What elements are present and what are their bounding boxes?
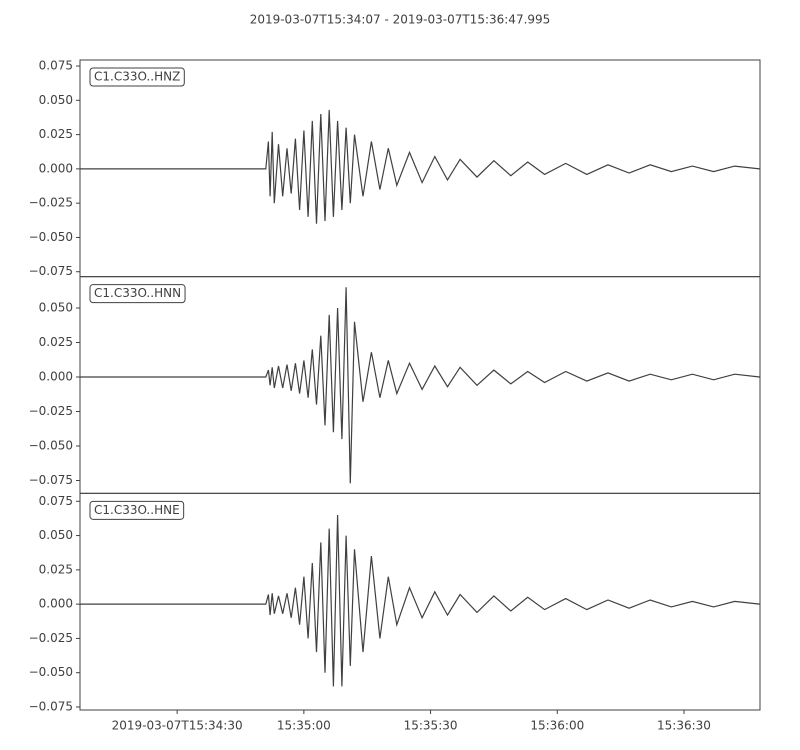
trace-label: C1.C33O..HNZ <box>94 70 180 84</box>
waveform <box>80 109 760 224</box>
panel-frame <box>79 492 761 711</box>
y-tick-label: −0.050 <box>29 438 73 452</box>
y-tick-label: −0.075 <box>29 264 73 278</box>
y-tick-label: −0.025 <box>29 404 73 418</box>
x-tick-label: 15:35:00 <box>277 719 331 733</box>
y-tick-label: 0.025 <box>39 562 73 576</box>
y-tick-label: 0.025 <box>39 127 73 141</box>
trace-label-box <box>89 67 185 87</box>
y-tick-label: 0.000 <box>39 597 73 611</box>
y-tick-label: −0.025 <box>29 631 73 645</box>
waveform <box>80 287 760 484</box>
y-tick-label: 0.025 <box>39 335 73 349</box>
y-tick-label: 0.050 <box>39 300 73 314</box>
x-tick-label: 2019-03-07T15:34:30 <box>112 719 243 733</box>
trace-label: C1.C33O..HNE <box>94 503 180 517</box>
waveform <box>80 514 760 687</box>
y-tick-label: −0.050 <box>29 665 73 679</box>
y-tick-label: −0.075 <box>29 699 73 713</box>
trace-label: C1.C33O..HNN <box>94 286 181 300</box>
chart-title: 2019-03-07T15:34:07 - 2019-03-07T15:36:4… <box>250 13 551 27</box>
trace-label-box <box>89 500 185 520</box>
y-tick-label: 0.000 <box>39 161 73 175</box>
y-tick-label: −0.075 <box>29 473 73 487</box>
y-tick-label: 0.075 <box>39 494 73 508</box>
y-tick-label: 0.000 <box>39 369 73 383</box>
x-tick-label: 15:36:00 <box>530 719 584 733</box>
y-tick-label: −0.025 <box>29 196 73 210</box>
x-tick-label: 15:35:30 <box>404 719 458 733</box>
y-tick-label: −0.050 <box>29 230 73 244</box>
trace-label-box <box>89 284 186 304</box>
x-tick-label: 15:36:30 <box>657 719 711 733</box>
y-tick-label: 0.075 <box>39 59 73 73</box>
y-tick-label: 0.050 <box>39 93 73 107</box>
y-tick-label: 0.050 <box>39 528 73 542</box>
